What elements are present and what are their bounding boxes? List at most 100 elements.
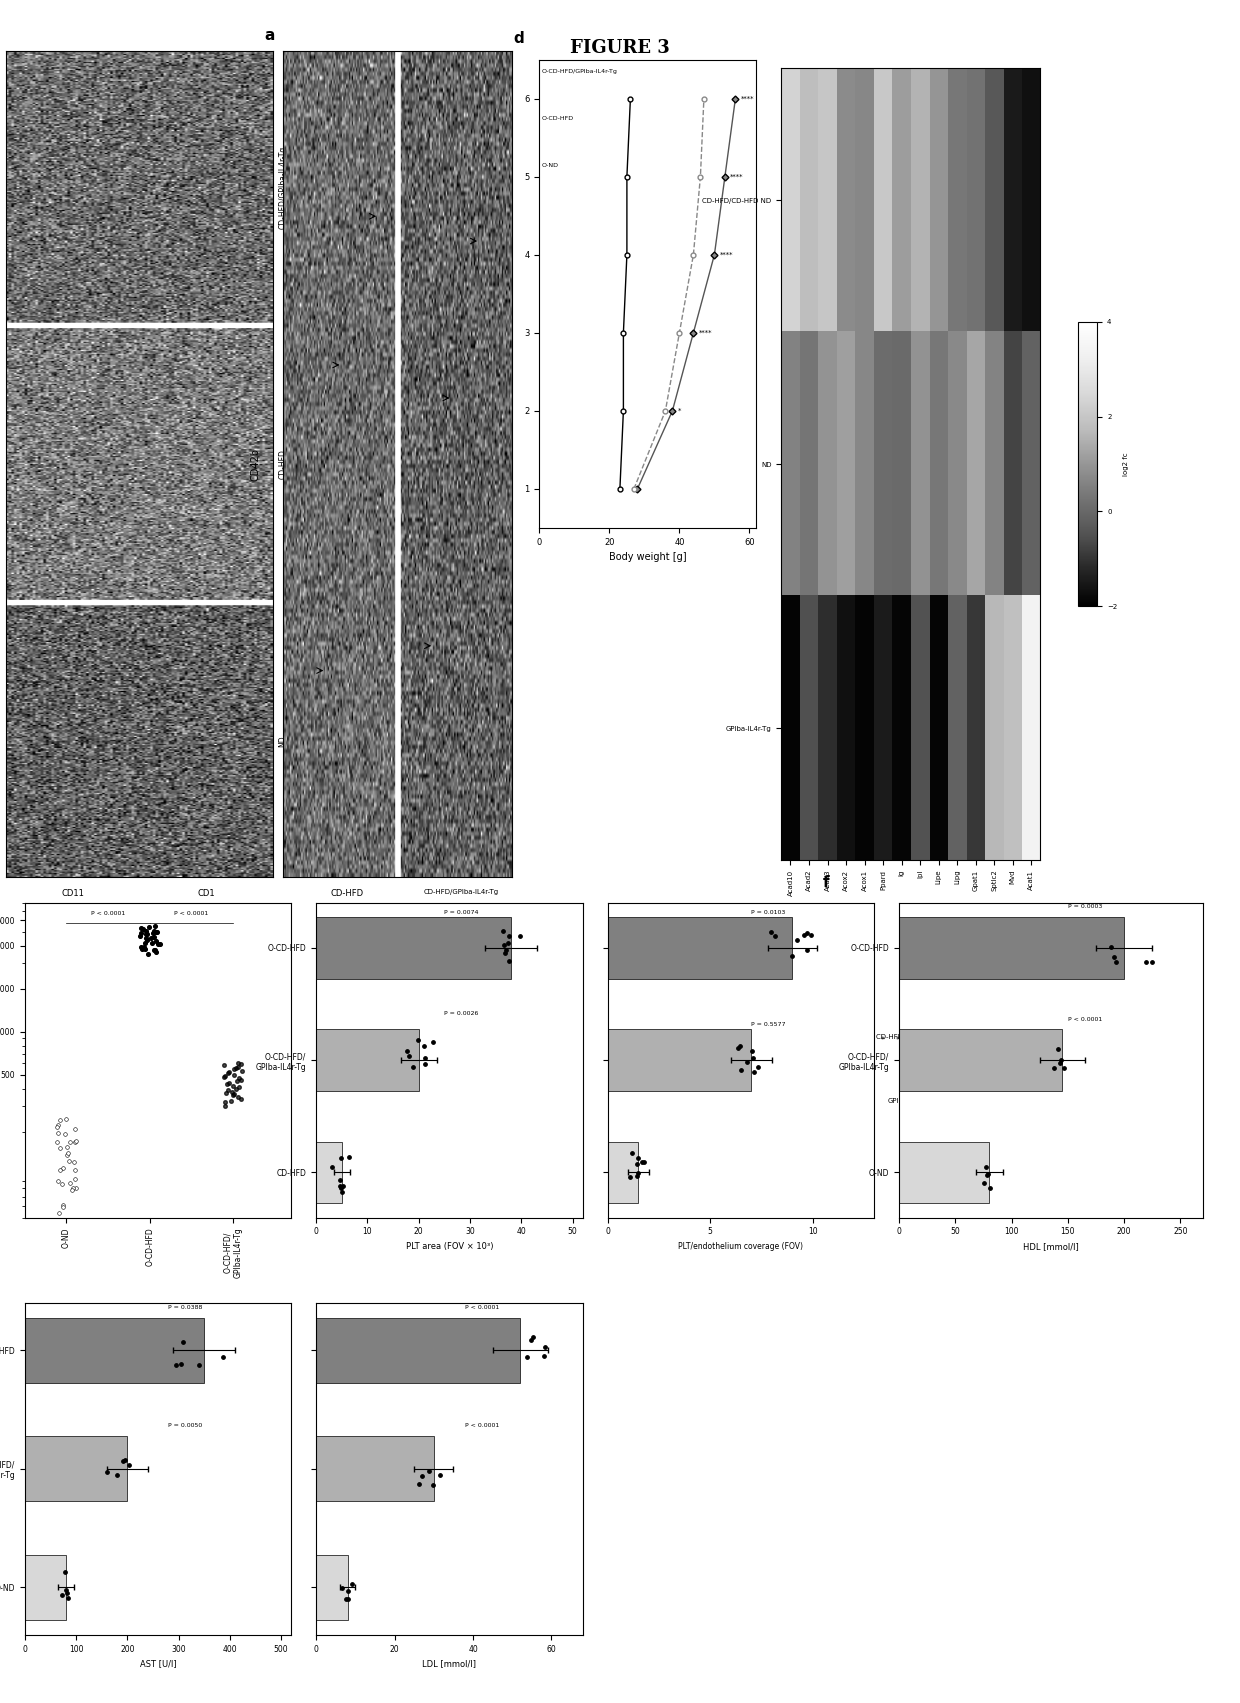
Point xyxy=(228,1052,248,1080)
Point xyxy=(213,1064,233,1092)
Point xyxy=(146,918,166,945)
Point xyxy=(107,1461,126,1488)
Point xyxy=(213,1052,233,1080)
Point xyxy=(216,1093,236,1121)
Point xyxy=(115,1446,135,1473)
Point xyxy=(166,1350,186,1378)
Point xyxy=(144,916,164,943)
Point xyxy=(1044,1054,1064,1081)
Point xyxy=(761,918,781,945)
Point xyxy=(64,1167,84,1194)
Point xyxy=(498,930,518,957)
Point xyxy=(146,938,166,966)
Point xyxy=(58,1585,78,1613)
Text: GPIba-IL4r-Tg: GPIba-IL4r-Tg xyxy=(888,1097,934,1104)
Point xyxy=(629,1160,649,1187)
Point xyxy=(229,1073,249,1100)
Point xyxy=(216,1088,236,1115)
Point xyxy=(744,1058,764,1085)
Point xyxy=(495,940,515,967)
Point xyxy=(331,1144,351,1172)
Point xyxy=(976,1153,996,1180)
Text: O-CD-HFD: O-CD-HFD xyxy=(542,116,574,121)
Text: CD11: CD11 xyxy=(62,889,84,899)
Point xyxy=(174,1328,193,1356)
Point xyxy=(145,937,165,964)
Point xyxy=(536,1333,556,1361)
O-CD-HFD/GPIba-IL4r-Tg xyxy=(626,479,641,499)
Text: a: a xyxy=(264,27,275,43)
Point xyxy=(973,1170,993,1197)
O-CD-HFD xyxy=(718,167,733,187)
Point xyxy=(217,1080,237,1107)
Point xyxy=(57,1141,77,1168)
O-CD-HFD/GPIba-IL4r-Tg xyxy=(672,322,687,342)
Point xyxy=(742,1037,761,1064)
Text: CD-HFD/GPIba-IL4r-Tg: CD-HFD/GPIba-IL4r-Tg xyxy=(424,889,500,896)
Text: *: * xyxy=(992,1035,996,1044)
Point xyxy=(423,1029,443,1056)
Text: P < 0.0001: P < 0.0001 xyxy=(91,911,125,916)
Point xyxy=(51,1134,71,1161)
Text: ***: *** xyxy=(841,1035,852,1044)
Text: *: * xyxy=(1011,1035,1014,1044)
Point xyxy=(223,1071,243,1098)
Text: *: * xyxy=(973,1035,977,1044)
Point xyxy=(511,923,531,950)
Text: P = 0.0050: P = 0.0050 xyxy=(169,1424,202,1429)
Point xyxy=(232,1066,252,1093)
Text: O-CD-HFD/GPIba-IL4r-Tg: O-CD-HFD/GPIba-IL4r-Tg xyxy=(542,70,618,73)
Point xyxy=(743,1044,763,1071)
Point xyxy=(136,921,156,949)
Point xyxy=(1054,1054,1074,1081)
Text: CD-HFD: CD-HFD xyxy=(278,450,288,479)
Point xyxy=(1106,949,1126,976)
Bar xyxy=(316,1141,342,1204)
Text: *: * xyxy=(807,1035,811,1044)
Point xyxy=(494,932,513,959)
Point xyxy=(339,1585,358,1613)
Point xyxy=(414,1032,434,1059)
Point xyxy=(66,1156,86,1184)
Text: f: f xyxy=(823,875,830,891)
Point xyxy=(135,935,155,962)
Line: O-ND: O-ND xyxy=(618,95,632,492)
Point xyxy=(131,915,151,942)
Text: P = 0.0003: P = 0.0003 xyxy=(1068,904,1102,909)
Point xyxy=(218,1059,238,1087)
Point xyxy=(144,937,164,964)
Text: CD-HFD/GPIba-IL4r-Tg: CD-HFD/GPIba-IL4r-Tg xyxy=(278,145,288,228)
Point xyxy=(227,1068,247,1095)
Point xyxy=(56,1577,76,1604)
Point xyxy=(139,913,159,940)
Point xyxy=(131,933,151,960)
Point xyxy=(47,1129,67,1156)
X-axis label: Body weight [g]: Body weight [g] xyxy=(609,552,687,562)
Point xyxy=(55,1558,74,1585)
X-axis label: LDL [mmol/l]: LDL [mmol/l] xyxy=(423,1659,476,1669)
Point xyxy=(397,1037,417,1064)
Point xyxy=(1101,933,1121,960)
Point xyxy=(627,1150,647,1177)
Text: *: * xyxy=(882,1035,885,1044)
Point xyxy=(765,923,785,950)
Point xyxy=(730,1032,750,1059)
Point xyxy=(1050,1049,1070,1076)
Point xyxy=(143,920,162,947)
Point xyxy=(130,921,150,949)
Point xyxy=(498,947,518,974)
Text: ***: *** xyxy=(822,1035,833,1044)
Point xyxy=(977,1161,997,1189)
Point xyxy=(131,920,151,947)
Point xyxy=(797,937,817,964)
Bar xyxy=(608,1141,639,1204)
Point xyxy=(342,1570,362,1597)
Text: CD1: CD1 xyxy=(197,889,215,899)
Point xyxy=(409,1471,429,1499)
Point xyxy=(53,1155,73,1182)
Point xyxy=(52,1170,72,1197)
Point xyxy=(66,1127,86,1155)
Point xyxy=(228,1083,248,1110)
Point xyxy=(134,933,154,960)
Point xyxy=(331,1175,351,1202)
